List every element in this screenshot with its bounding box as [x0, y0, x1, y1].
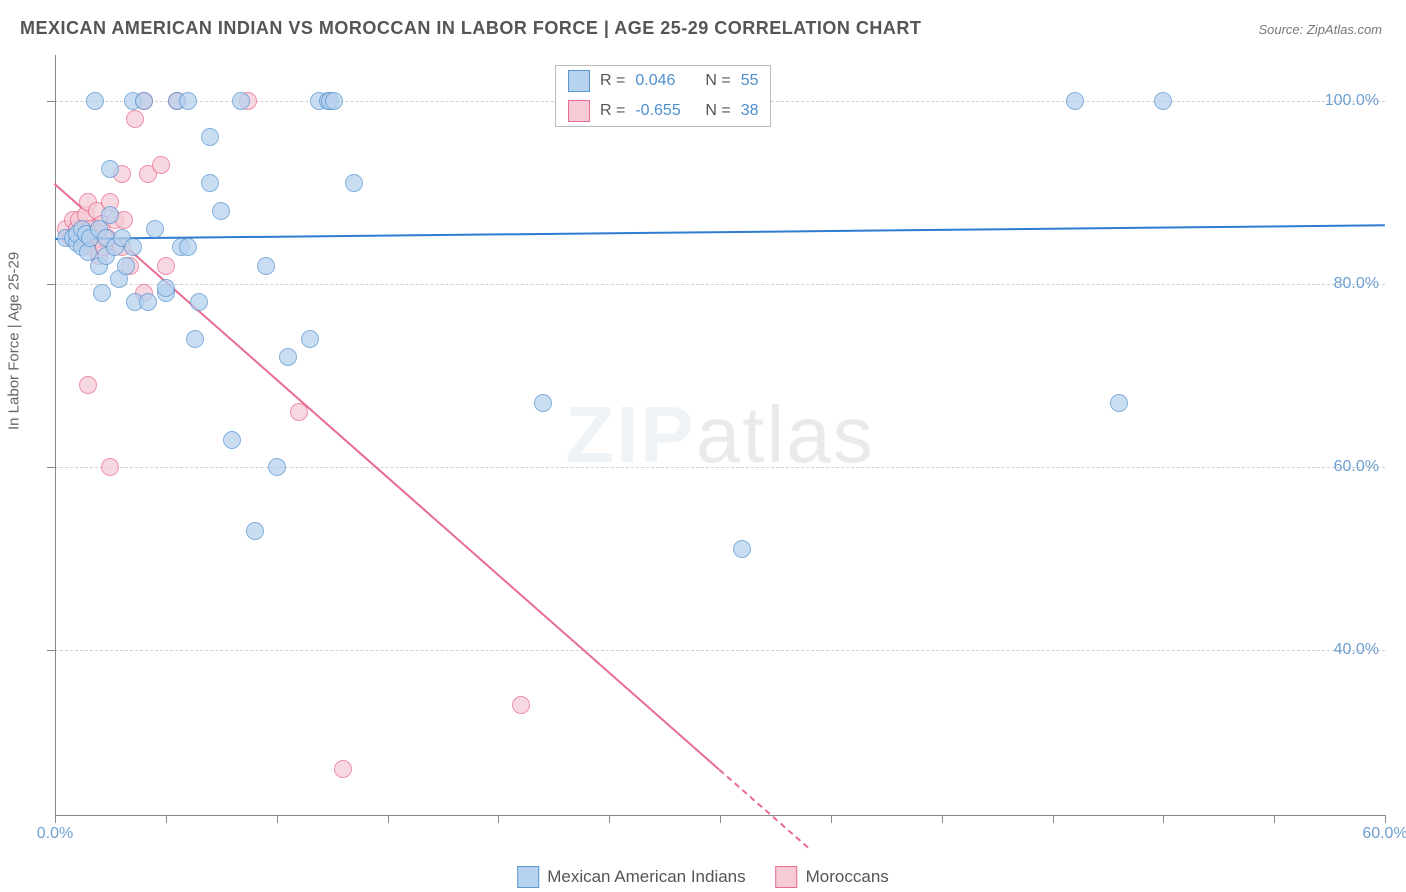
y-tick	[47, 101, 55, 102]
bottom-legend-item: Moroccans	[776, 866, 889, 888]
legend-swatch	[568, 100, 590, 122]
r-label: R =	[600, 102, 625, 120]
x-tick-label: 60.0%	[1362, 825, 1406, 843]
data-point	[1110, 394, 1128, 412]
x-tick	[277, 815, 278, 823]
data-point	[223, 431, 241, 449]
x-tick	[166, 815, 167, 823]
y-tick	[47, 467, 55, 468]
data-point	[512, 696, 530, 714]
data-point	[201, 174, 219, 192]
y-axis-line	[55, 55, 56, 815]
n-value: 55	[741, 72, 759, 90]
data-point	[79, 376, 97, 394]
data-point	[152, 156, 170, 174]
legend-label: Mexican American Indians	[547, 867, 745, 887]
data-point	[86, 92, 104, 110]
stats-legend: R = 0.046 N = 55 R = -0.655 N = 38	[555, 65, 771, 127]
x-tick	[388, 815, 389, 823]
gridline	[55, 284, 1385, 285]
data-point	[179, 238, 197, 256]
data-point	[1154, 92, 1172, 110]
y-tick	[47, 284, 55, 285]
x-tick	[498, 815, 499, 823]
data-point	[93, 284, 111, 302]
data-point	[186, 330, 204, 348]
x-tick	[609, 815, 610, 823]
x-tick	[1163, 815, 1164, 823]
data-point	[101, 206, 119, 224]
x-tick	[942, 815, 943, 823]
r-value: -0.655	[635, 102, 695, 120]
x-tick-label: 0.0%	[37, 825, 73, 843]
data-point	[334, 760, 352, 778]
regression-line	[54, 183, 720, 771]
legend-label: Moroccans	[806, 867, 889, 887]
data-point	[279, 348, 297, 366]
bottom-legend: Mexican American Indians Moroccans	[517, 866, 889, 888]
data-point	[345, 174, 363, 192]
x-tick	[831, 815, 832, 823]
regression-line	[55, 224, 1385, 240]
y-tick-label: 60.0%	[1334, 458, 1379, 476]
bottom-legend-item: Mexican American Indians	[517, 866, 745, 888]
data-point	[325, 92, 343, 110]
y-tick-label: 80.0%	[1334, 275, 1379, 293]
data-point	[201, 128, 219, 146]
gridline	[55, 650, 1385, 651]
data-point	[1066, 92, 1084, 110]
r-label: R =	[600, 72, 625, 90]
data-point	[126, 110, 144, 128]
stats-legend-row: R = -0.655 N = 38	[556, 96, 770, 126]
data-point	[139, 293, 157, 311]
data-point	[232, 92, 250, 110]
data-point	[212, 202, 230, 220]
chart-container: MEXICAN AMERICAN INDIAN VS MOROCCAN IN L…	[0, 0, 1406, 892]
legend-swatch	[517, 866, 539, 888]
legend-swatch	[568, 70, 590, 92]
data-point	[146, 220, 164, 238]
x-tick	[1274, 815, 1275, 823]
stats-legend-row: R = 0.046 N = 55	[556, 66, 770, 96]
n-value: 38	[741, 102, 759, 120]
legend-swatch	[776, 866, 798, 888]
data-point	[157, 257, 175, 275]
x-tick	[720, 815, 721, 823]
data-point	[101, 160, 119, 178]
data-point	[190, 293, 208, 311]
chart-title: MEXICAN AMERICAN INDIAN VS MOROCCAN IN L…	[20, 18, 921, 39]
y-tick	[47, 650, 55, 651]
r-value: 0.046	[635, 72, 695, 90]
n-label: N =	[705, 102, 730, 120]
data-point	[117, 257, 135, 275]
n-label: N =	[705, 72, 730, 90]
data-point	[301, 330, 319, 348]
y-axis-label: In Labor Force | Age 25-29	[6, 252, 23, 430]
data-point	[157, 279, 175, 297]
data-point	[179, 92, 197, 110]
y-tick-label: 40.0%	[1334, 641, 1379, 659]
data-point	[733, 540, 751, 558]
data-point	[101, 458, 119, 476]
regression-line	[719, 769, 809, 848]
data-point	[246, 522, 264, 540]
data-point	[135, 92, 153, 110]
data-point	[534, 394, 552, 412]
y-tick-label: 100.0%	[1325, 92, 1379, 110]
x-tick	[1385, 815, 1386, 823]
plot-area: ZIPatlas 40.0%60.0%80.0%100.0%0.0%60.0%R…	[55, 55, 1385, 815]
source-attribution: Source: ZipAtlas.com	[1258, 22, 1382, 37]
data-point	[257, 257, 275, 275]
x-tick	[1053, 815, 1054, 823]
data-point	[290, 403, 308, 421]
data-point	[124, 238, 142, 256]
data-point	[268, 458, 286, 476]
x-tick	[55, 815, 56, 823]
gridline	[55, 467, 1385, 468]
